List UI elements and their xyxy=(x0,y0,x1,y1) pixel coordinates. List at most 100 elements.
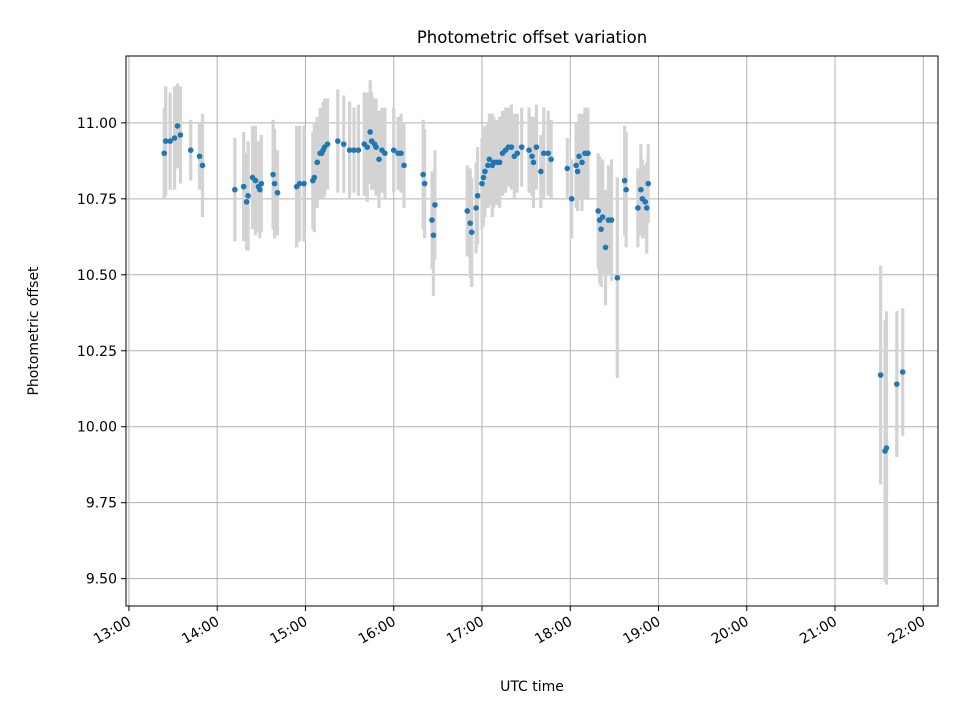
data-point xyxy=(432,202,438,208)
data-point xyxy=(538,168,544,175)
data-point xyxy=(258,180,265,187)
data-point xyxy=(602,244,609,251)
data-point xyxy=(171,135,178,141)
data-point xyxy=(638,186,644,193)
data-point xyxy=(473,205,479,211)
data-point xyxy=(645,180,652,187)
y-tick-label: 10.50 xyxy=(77,268,117,284)
data-point xyxy=(623,186,629,193)
data-point xyxy=(643,205,650,211)
data-point xyxy=(161,150,168,157)
data-point xyxy=(579,159,585,166)
data-point xyxy=(311,174,318,181)
y-tick-label: 10.00 xyxy=(77,420,117,436)
data-point xyxy=(533,144,540,150)
data-point xyxy=(894,381,900,387)
data-point xyxy=(576,153,582,160)
data-point xyxy=(474,192,481,199)
data-point xyxy=(485,162,491,169)
data-point xyxy=(595,208,601,214)
data-point xyxy=(240,183,247,190)
x-axis-label: UTC time xyxy=(500,679,564,695)
data-point xyxy=(271,180,278,187)
data-point xyxy=(296,180,303,187)
data-point xyxy=(482,168,488,175)
data-point xyxy=(545,150,551,157)
data-point xyxy=(883,445,890,451)
data-point xyxy=(429,217,435,223)
data-point xyxy=(270,171,276,178)
data-point xyxy=(574,168,581,175)
data-point xyxy=(346,147,353,153)
data-point xyxy=(196,153,203,160)
data-point xyxy=(398,150,404,157)
data-point xyxy=(642,199,649,205)
data-point xyxy=(252,177,259,184)
data-point xyxy=(232,186,238,193)
data-point xyxy=(468,229,475,236)
data-point xyxy=(187,147,194,153)
chart-title: Photometric offset variation xyxy=(417,28,647,47)
data-point xyxy=(514,150,521,157)
data-point xyxy=(540,150,547,157)
data-point xyxy=(401,162,407,169)
y-tick-label: 10.75 xyxy=(77,192,117,208)
data-point xyxy=(367,129,373,135)
data-point xyxy=(529,153,535,160)
data-point xyxy=(877,372,884,378)
data-point xyxy=(364,144,371,150)
y-tick-label: 11.00 xyxy=(77,116,117,132)
data-point xyxy=(162,138,169,144)
data-point xyxy=(174,123,181,129)
data-point xyxy=(314,159,321,166)
data-point xyxy=(573,162,579,169)
data-point xyxy=(585,150,591,157)
data-point xyxy=(599,214,606,220)
data-point xyxy=(598,226,604,233)
data-point xyxy=(351,147,357,153)
data-point xyxy=(376,156,382,163)
data-point xyxy=(390,147,397,153)
data-point xyxy=(340,141,347,147)
data-point xyxy=(420,171,426,178)
data-point xyxy=(518,144,525,150)
data-point xyxy=(177,132,184,138)
data-point xyxy=(496,159,503,166)
data-point xyxy=(324,141,331,147)
data-point xyxy=(614,275,621,281)
data-point xyxy=(430,232,437,239)
data-point xyxy=(335,138,341,144)
data-point xyxy=(480,174,487,181)
data-point xyxy=(301,180,307,187)
y-tick-label: 9.50 xyxy=(86,572,117,588)
data-point xyxy=(257,186,263,193)
data-point xyxy=(355,147,362,153)
data-point xyxy=(245,192,251,199)
plot-frame xyxy=(125,55,939,607)
y-axis-ticks: 9.50 9.75 10.00 10.25 10.50 10.75 11.00 xyxy=(77,116,126,588)
data-point xyxy=(167,138,173,144)
data-point xyxy=(373,144,379,150)
data-point xyxy=(608,217,615,223)
data-point xyxy=(479,180,485,187)
y-tick-label: 10.25 xyxy=(77,344,117,360)
data-point xyxy=(899,369,906,375)
data-point xyxy=(421,180,428,187)
data-point xyxy=(199,162,206,169)
data-point xyxy=(382,150,388,157)
data-point xyxy=(526,147,532,153)
data-point xyxy=(243,199,250,205)
data-point xyxy=(464,208,471,214)
data-point xyxy=(564,165,571,172)
data-point xyxy=(467,220,474,226)
data-point xyxy=(508,144,515,150)
data-points xyxy=(161,123,906,454)
data-point xyxy=(530,159,537,166)
y-tick-label: 9.75 xyxy=(86,496,117,512)
data-point xyxy=(621,177,628,184)
data-point xyxy=(486,156,493,163)
y-axis-label: Photometric offset xyxy=(26,266,42,396)
data-point xyxy=(635,205,641,211)
data-point xyxy=(568,196,575,202)
